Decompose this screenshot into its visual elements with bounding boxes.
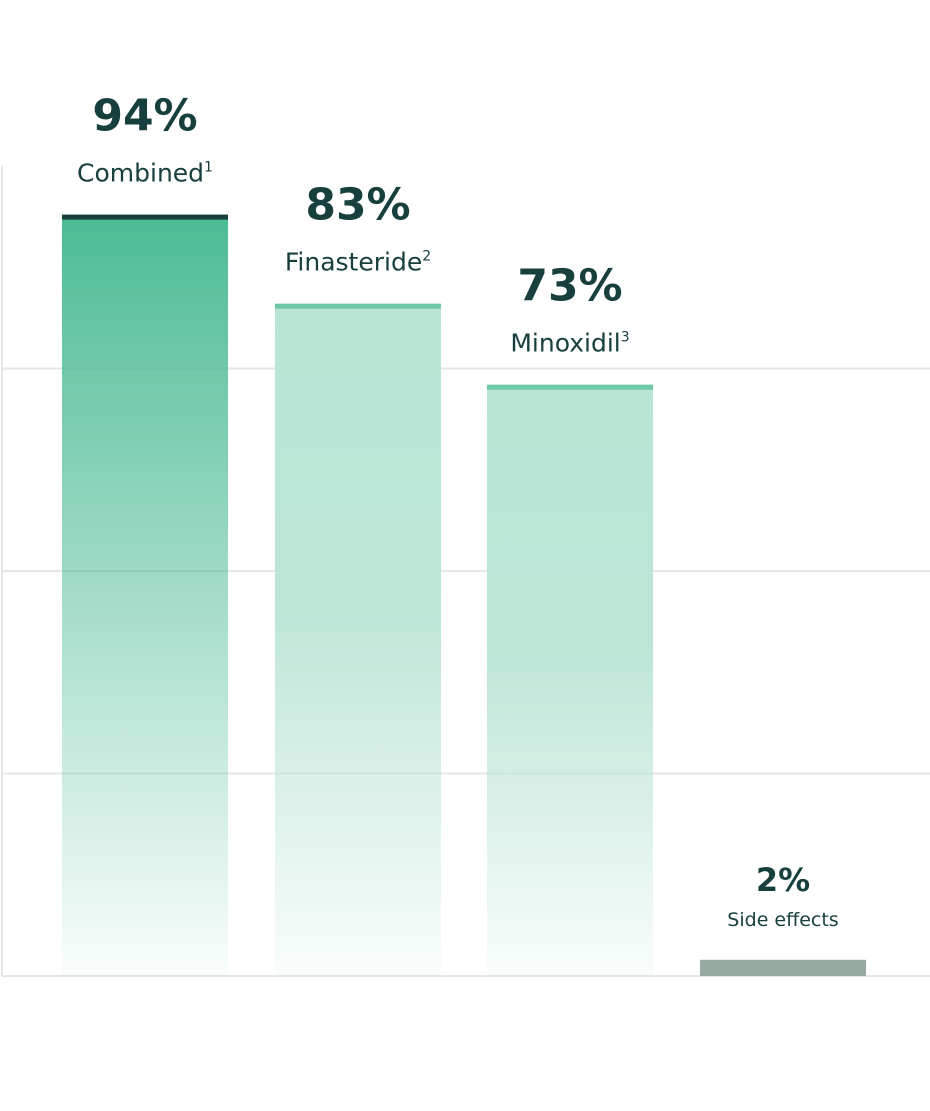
category-label: Combined1 [77,159,213,188]
category-label: Minoxidil3 [510,329,629,358]
bar [700,959,866,976]
category-text: Combined [77,159,204,188]
category-text: Finasteride [285,248,422,277]
data-label: 73% [517,261,622,312]
data-label: 2% [756,861,810,899]
footnote-marker: 3 [621,330,630,346]
category-label: Side effects [727,909,838,931]
bar [487,384,653,976]
data-label: 83% [305,180,410,231]
data-label: 94% [92,91,197,142]
category-text: Side effects [727,909,838,931]
footnote-marker: 2 [422,249,431,265]
footnote-marker: 1 [204,160,213,176]
category-label: Finasteride2 [285,248,431,277]
bar-cap [62,214,228,220]
labels: 94% Combined1 83% Finasteride2 73% Minoxidil3… [77,91,839,931]
bar [62,214,228,977]
bar [275,303,441,976]
category-text: Minoxidil [510,329,620,358]
bars [62,214,866,977]
bar-cap [487,384,653,390]
bar-cap [275,303,441,309]
